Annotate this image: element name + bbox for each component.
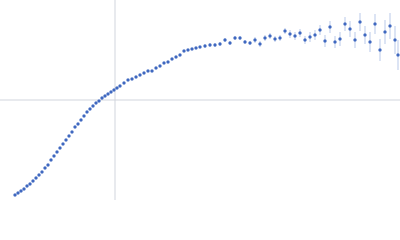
data-point xyxy=(109,90,113,94)
data-point xyxy=(166,60,170,64)
data-point xyxy=(258,42,262,46)
data-point xyxy=(298,31,302,35)
data-point xyxy=(94,101,98,105)
data-point xyxy=(208,43,212,47)
data-point xyxy=(34,176,38,180)
data-point xyxy=(138,73,142,77)
data-point xyxy=(373,22,377,26)
data-point xyxy=(178,53,182,57)
data-point xyxy=(43,166,47,170)
data-point xyxy=(243,40,247,44)
data-point xyxy=(283,29,287,33)
data-point xyxy=(55,150,59,154)
data-point xyxy=(218,42,222,46)
data-point xyxy=(318,28,322,32)
data-point xyxy=(353,38,357,42)
data-point xyxy=(213,43,217,47)
data-point xyxy=(233,36,237,40)
data-point xyxy=(61,142,65,146)
data-point xyxy=(288,32,292,36)
data-point xyxy=(106,92,110,96)
data-point xyxy=(190,47,194,51)
data-point xyxy=(203,44,207,48)
data-point xyxy=(368,40,372,44)
data-point xyxy=(396,53,400,57)
data-point xyxy=(358,20,362,24)
data-point xyxy=(363,33,367,37)
data-point xyxy=(162,61,166,65)
data-point xyxy=(28,182,32,186)
data-point xyxy=(248,41,252,45)
data-point xyxy=(126,78,130,82)
data-point xyxy=(82,114,86,118)
data-point xyxy=(67,134,71,138)
data-point xyxy=(70,130,74,134)
data-point xyxy=(88,107,92,111)
data-point xyxy=(323,39,327,43)
data-point xyxy=(97,99,101,103)
data-point xyxy=(103,94,107,98)
data-point xyxy=(238,36,242,40)
data-point xyxy=(348,27,352,31)
data-point xyxy=(40,170,44,174)
data-point xyxy=(91,104,95,108)
chart xyxy=(0,0,400,200)
data-point xyxy=(79,118,83,122)
data-point xyxy=(308,35,312,39)
data-point xyxy=(313,33,317,37)
data-point xyxy=(338,37,342,41)
data-point xyxy=(383,30,387,34)
data-point xyxy=(228,41,232,45)
data-point xyxy=(76,122,80,126)
data-point xyxy=(174,55,178,59)
data-point xyxy=(186,48,190,52)
data-point xyxy=(58,146,62,150)
data-point xyxy=(393,38,397,42)
data-point xyxy=(142,71,146,75)
data-point xyxy=(25,184,29,188)
data-point xyxy=(150,69,154,73)
data-point xyxy=(134,75,138,79)
data-point xyxy=(293,34,297,38)
data-point xyxy=(118,84,122,88)
data-point xyxy=(13,193,17,197)
data-point xyxy=(37,173,41,177)
data-point xyxy=(198,45,202,49)
data-point xyxy=(263,36,267,40)
data-point xyxy=(146,69,150,73)
data-point xyxy=(253,38,257,42)
data-point xyxy=(49,158,53,162)
data-point xyxy=(115,86,119,90)
data-point xyxy=(170,57,174,61)
data-point xyxy=(85,110,89,114)
data-point xyxy=(303,38,307,42)
data-point xyxy=(194,46,198,50)
data-point xyxy=(22,187,26,191)
data-point xyxy=(223,38,227,42)
data-point xyxy=(46,163,50,167)
data-point xyxy=(273,37,277,41)
data-point xyxy=(73,125,77,129)
data-point xyxy=(64,138,68,142)
data-point xyxy=(130,77,134,81)
data-point xyxy=(378,48,382,52)
data-point xyxy=(122,81,126,85)
data-point xyxy=(268,34,272,38)
data-point xyxy=(100,96,104,100)
data-point xyxy=(31,179,35,183)
data-point xyxy=(158,64,162,68)
data-point xyxy=(388,24,392,28)
data-point xyxy=(333,40,337,44)
data-point xyxy=(154,66,158,70)
data-point xyxy=(19,189,23,193)
data-point xyxy=(182,49,186,53)
data-point xyxy=(112,88,116,92)
data-point xyxy=(278,36,282,40)
data-point xyxy=(16,191,20,195)
data-point xyxy=(328,25,332,29)
data-point xyxy=(52,154,56,158)
data-point xyxy=(343,22,347,26)
